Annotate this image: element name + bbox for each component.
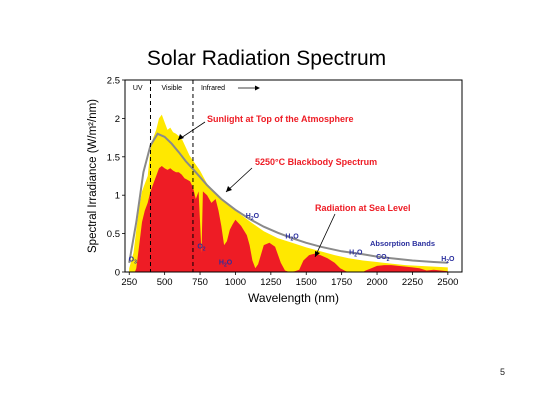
absorption-label: H2O xyxy=(285,234,299,243)
absorption-label-subscript: 2 xyxy=(224,263,227,269)
x-axis-label: Wavelength (nm) xyxy=(248,291,339,305)
absorption-label-suffix: O xyxy=(449,256,455,263)
x-tick-label: 2500 xyxy=(437,277,458,288)
annotation-pointer-head-1 xyxy=(178,134,184,140)
absorption-label-molecule: H xyxy=(246,213,251,220)
x-tick-label: 2000 xyxy=(366,277,387,288)
annotation-pointer-head-2 xyxy=(226,186,232,192)
y-axis-label: Spectral Irradiance (W/m²/nm) xyxy=(87,99,99,253)
absorption-label-subscript: 2 xyxy=(387,257,390,263)
annotation-sea-level: Radiation at Sea Level xyxy=(315,203,411,213)
absorption-label-subscript: 2 xyxy=(203,246,206,252)
x-tick-label: 750 xyxy=(192,277,208,288)
y-tick-label: 0 xyxy=(115,268,120,279)
absorption-label: CO2 xyxy=(376,254,390,263)
y-tick-label: 0.5 xyxy=(107,229,120,240)
x-tick-label: 1250 xyxy=(260,277,281,288)
absorption-label-molecule: H xyxy=(441,256,446,263)
absorption-label: H2O xyxy=(219,260,233,269)
y-tick-label: 1 xyxy=(115,191,120,202)
absorption-label: O2 xyxy=(197,243,205,252)
y-tick-label: 1.5 xyxy=(107,152,120,163)
absorption-label-subscript: 2 xyxy=(446,259,449,265)
absorption-label-subscript: 2 xyxy=(251,216,254,222)
absorption-label-suffix: O xyxy=(254,213,260,220)
plot-area xyxy=(128,114,448,272)
x-tick-label: 1000 xyxy=(225,277,246,288)
absorption-label-molecule: CO xyxy=(376,254,387,261)
x-tick-label: 2250 xyxy=(402,277,423,288)
absorption-label-molecule: H xyxy=(219,260,224,267)
series-sea-level-area xyxy=(134,166,448,272)
absorption-label: H2O xyxy=(441,256,455,265)
absorption-label-suffix: O xyxy=(227,260,233,267)
annotation-pointer-2 xyxy=(225,167,253,193)
series-blackbody-line xyxy=(128,132,448,264)
page-number: 5 xyxy=(499,367,505,377)
absorption-label-subscript: 2 xyxy=(290,237,293,243)
y-tick-label: 2.5 xyxy=(107,76,120,87)
absorption-label-suffix: O xyxy=(293,234,299,241)
absorption-label-subscript: 3 xyxy=(134,260,137,266)
absorption-label-subscript: 2 xyxy=(354,253,357,259)
x-tick-label: 500 xyxy=(157,277,173,288)
annotation-absorption-bands: Absorption Bands xyxy=(370,239,435,248)
absorption-label-molecule: H xyxy=(349,250,354,257)
absorption-label: O3 xyxy=(129,257,137,266)
annotation-pointer-3 xyxy=(314,213,336,258)
annotation-top-of-atmosphere: Sunlight at Top of the Atmosphere xyxy=(207,114,354,124)
y-tick-label: 2 xyxy=(115,114,120,125)
infrared-arrow-head xyxy=(254,85,260,91)
absorption-label: H2O xyxy=(349,250,363,259)
chart-title: Solar Radiation Spectrum xyxy=(146,47,387,70)
absorption-label-molecule: O xyxy=(197,243,203,250)
annotation-pointer-head-3 xyxy=(315,251,320,257)
x-tick-label: 1500 xyxy=(296,277,317,288)
annotation-blackbody: 5250°C Blackbody Spectrum xyxy=(255,157,377,167)
absorption-label-molecule: O xyxy=(129,257,135,264)
region-label-uv: UV xyxy=(133,85,143,92)
x-tick-label: 1750 xyxy=(331,277,352,288)
region-label-infrared: Infrared xyxy=(201,85,225,92)
plot-frame xyxy=(124,79,463,273)
absorption-label: H2O xyxy=(246,213,260,222)
absorption-label-suffix: O xyxy=(357,250,363,257)
absorption-label-molecule: H xyxy=(285,234,290,241)
x-tick-label: 250 xyxy=(121,277,137,288)
region-label-visible: Visible xyxy=(161,85,182,92)
